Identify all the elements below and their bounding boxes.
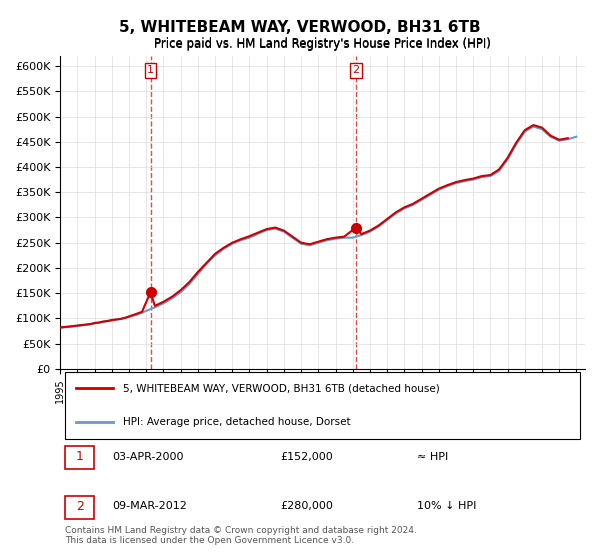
FancyBboxPatch shape bbox=[65, 446, 94, 469]
Text: 5, WHITEBEAM WAY, VERWOOD, BH31 6TB (detached house): 5, WHITEBEAM WAY, VERWOOD, BH31 6TB (det… bbox=[123, 383, 440, 393]
Text: £152,000: £152,000 bbox=[281, 452, 334, 462]
Text: HPI: Average price, detached house, Dorset: HPI: Average price, detached house, Dors… bbox=[123, 417, 351, 427]
Text: 5, WHITEBEAM WAY, VERWOOD, BH31 6TB: 5, WHITEBEAM WAY, VERWOOD, BH31 6TB bbox=[119, 20, 481, 35]
Text: Contains HM Land Registry data © Crown copyright and database right 2024.
This d: Contains HM Land Registry data © Crown c… bbox=[65, 526, 417, 545]
FancyBboxPatch shape bbox=[65, 496, 94, 519]
Text: 03-APR-2000: 03-APR-2000 bbox=[113, 452, 184, 462]
Text: 2: 2 bbox=[352, 66, 359, 75]
Text: 1: 1 bbox=[76, 450, 84, 464]
Text: Price paid vs. HM Land Registry's House Price Index (HPI): Price paid vs. HM Land Registry's House … bbox=[154, 38, 491, 51]
Text: 2: 2 bbox=[76, 500, 84, 513]
FancyBboxPatch shape bbox=[65, 372, 580, 440]
Text: ≈ HPI: ≈ HPI bbox=[417, 452, 448, 462]
Text: 09-MAR-2012: 09-MAR-2012 bbox=[113, 501, 188, 511]
Text: Price paid vs. HM Land Registry's House Price Index (HPI): Price paid vs. HM Land Registry's House … bbox=[154, 36, 491, 50]
Text: 10% ↓ HPI: 10% ↓ HPI bbox=[417, 501, 476, 511]
Text: 1: 1 bbox=[147, 66, 154, 75]
Text: £280,000: £280,000 bbox=[281, 501, 334, 511]
